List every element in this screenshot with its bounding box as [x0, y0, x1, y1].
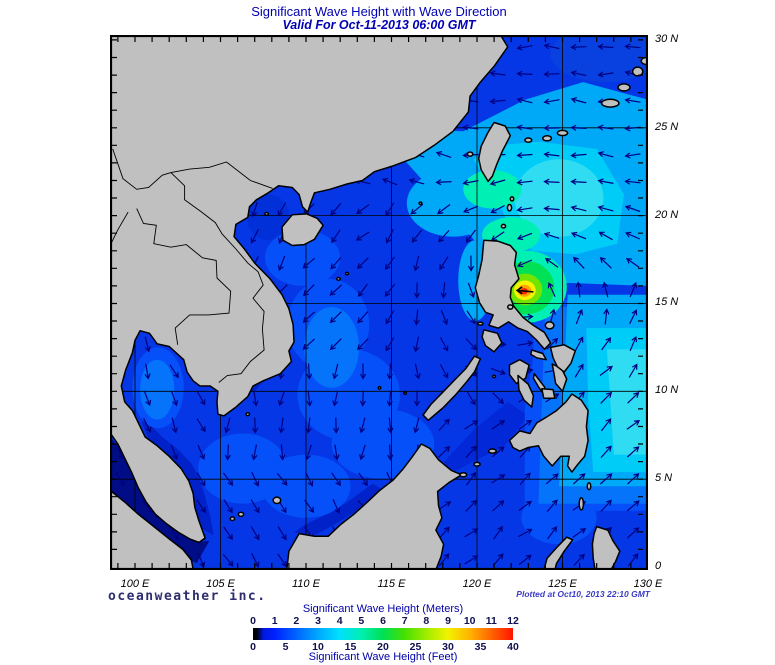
lon-label: 125 E: [548, 578, 577, 590]
colorbar-feet-tick: 5: [282, 641, 289, 653]
colorbar-feet-tick: 0: [250, 641, 256, 653]
lon-label: 130 E: [633, 578, 663, 590]
country-borders: [110, 148, 273, 383]
colorbar-meters-tick: 10: [463, 615, 476, 627]
colorbar-meters-tick: 11: [485, 615, 497, 627]
colorbar-feet-tick: 40: [507, 641, 519, 653]
colorbar-meters-tick: 2: [293, 615, 300, 627]
colorbar-feet-tick: 20: [377, 641, 389, 653]
colorbar-feet-tick: 35: [474, 641, 487, 653]
colorbar-feet-tick: 30: [442, 641, 454, 653]
land-masses: [110, 35, 648, 570]
lat-label: 30 N: [655, 32, 679, 45]
colorbar-meters-tick: 5: [358, 615, 365, 627]
colorbar-meters-tick: 8: [423, 615, 430, 627]
colorbar-meters-tick: 12: [507, 615, 519, 627]
colorbar-gradient: [253, 628, 513, 640]
map-layers: [110, 35, 648, 570]
colorbar-feet-tick: 25: [409, 641, 422, 653]
colorbar-meters-tick: 0: [250, 615, 256, 627]
storm-center-arrow: [515, 286, 534, 295]
degree-ticks: [112, 37, 643, 568]
map-frame: [110, 35, 648, 570]
colorbar-meters-tick: 6: [380, 615, 386, 627]
lon-label: 100 E: [120, 578, 150, 590]
figure-subtitle: Valid For Oct-11-2013 06:00 GMT: [282, 18, 476, 32]
lat-label: 0: [655, 560, 662, 573]
colorbar-feet-tick: 15: [344, 641, 357, 653]
figure-title: Significant Wave Height with Wave Direct…: [251, 4, 507, 19]
colorbar-feet-tick: 10: [312, 641, 324, 653]
wave-height-map: [110, 35, 648, 570]
plotted-timestamp: Plotted at Oct10, 2013 22:10 GMT: [516, 589, 650, 599]
lon-label: 110 E: [291, 578, 320, 590]
colorbar-meters-tick: 3: [315, 615, 321, 627]
colorbar-title-meters: Significant Wave Height (Meters): [302, 603, 464, 615]
colorbar-meters-tick: 4: [336, 615, 343, 627]
lat-label: 5 N: [655, 472, 673, 485]
lat-label: 20 N: [655, 208, 679, 221]
lat-label: 25 N: [655, 120, 679, 133]
colorbar-title-feet: Significant Wave Height (Feet): [308, 651, 458, 663]
colorbar-meters-tick: 7: [401, 615, 408, 627]
oceanweather-brand: oceanweather inc.: [108, 589, 267, 604]
lat-label: 10 N: [655, 384, 679, 397]
lon-label: 120 E: [462, 578, 492, 590]
lat-label: 15 N: [655, 296, 679, 309]
lon-label: 105 E: [206, 578, 235, 590]
colorbar-meters-tick: 9: [445, 615, 451, 627]
colorbar-meters-tick: 1: [271, 615, 278, 627]
lon-label: 115 E: [377, 578, 406, 590]
